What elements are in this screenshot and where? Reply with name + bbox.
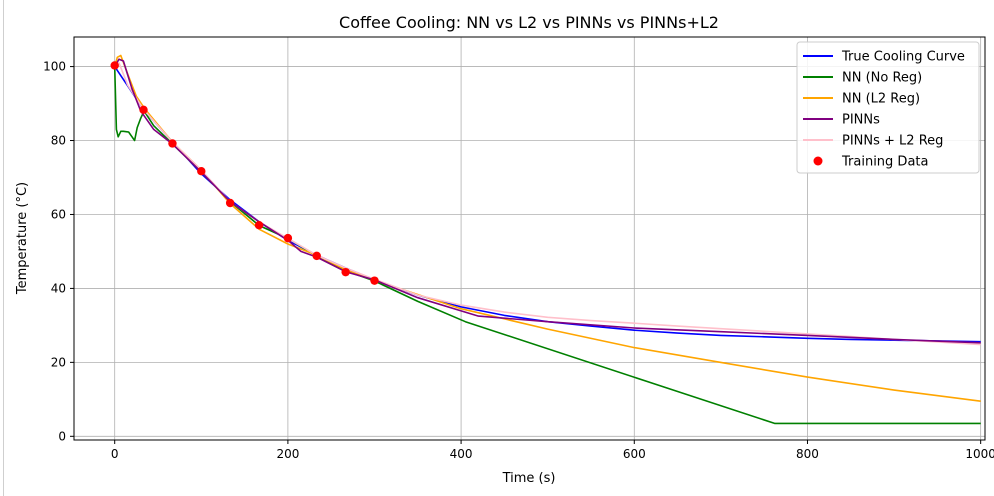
window-edge [3, 0, 4, 496]
y-tick-label: 100 [43, 60, 66, 74]
series-line-pinns-l2-reg [114, 62, 981, 346]
legend-label: Training Data [841, 155, 928, 170]
training-data-point [197, 167, 206, 176]
training-data-point [341, 267, 350, 277]
legend: True Cooling Curve NN (No Reg) NN (L2 Reg)… [796, 41, 980, 174]
training-data-point [168, 139, 177, 148]
y-tick-label: 0 [58, 429, 66, 443]
y-tick-label: 20 [51, 355, 66, 369]
legend-label: PINNs + L2 Reg [842, 134, 943, 149]
series-line-nn-l2-reg [113, 54, 981, 402]
y-tick-label: 40 [51, 281, 66, 295]
y-tick-label: 80 [51, 134, 66, 148]
x-tick-label: 200 [276, 447, 299, 461]
training-data-point [254, 220, 264, 230]
x-tick-label: 0 [111, 447, 119, 461]
axis-ticks: 0 200 400 600 800 1000 0 20 40 60 80 100 [43, 60, 994, 461]
training-data-point [370, 276, 379, 285]
chart-title: Coffee Cooling: NN vs L2 vs PINNs vs PIN… [339, 13, 719, 32]
training-data-point [312, 251, 321, 261]
training-data-points [110, 61, 379, 285]
legend-label: True Cooling Curve [841, 50, 965, 65]
y-tick-label: 60 [51, 207, 66, 221]
training-data-point [110, 61, 119, 70]
x-tick-label: 800 [796, 447, 819, 461]
legend-label: NN (L2 Reg) [842, 92, 920, 107]
x-tick-label: 600 [623, 447, 646, 461]
training-data-point [283, 233, 293, 243]
x-tick-label: 400 [450, 447, 473, 461]
x-axis-label: Time (s) [502, 471, 556, 486]
legend-swatch [813, 156, 823, 166]
y-axis-label: Temperature (°C) [15, 182, 30, 295]
series-layer [113, 54, 981, 425]
plot-frame [73, 36, 986, 441]
series-line-pinns [114, 58, 981, 344]
legend-box [796, 41, 980, 174]
training-data-point [139, 105, 148, 115]
legend-label: NN (No Reg) [842, 71, 922, 86]
x-tick-label: 1000 [965, 447, 994, 461]
series-line-nn-no-reg [113, 66, 981, 425]
training-data-point [225, 198, 235, 208]
legend-label: PINNs [842, 113, 880, 128]
